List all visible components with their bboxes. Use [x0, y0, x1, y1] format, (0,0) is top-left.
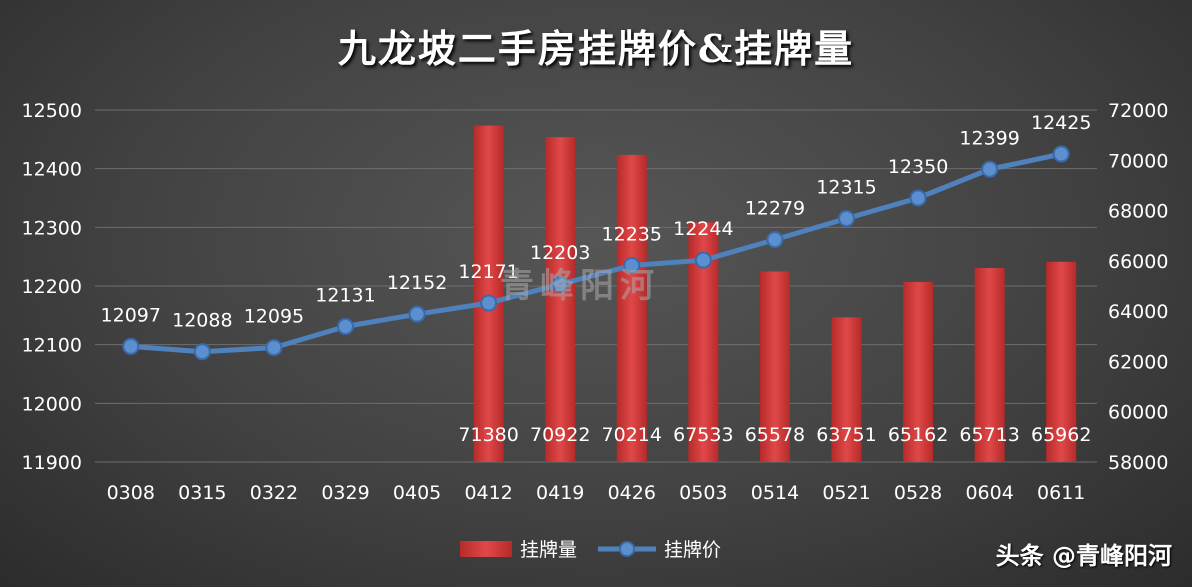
bar-data-label: 67533 — [673, 424, 733, 446]
y-right-tick-label: 64000 — [1108, 301, 1168, 323]
bar-data-label: 63751 — [816, 424, 876, 446]
axis-labels: 11900 12000 12100 12200 12300 12400 12500 58000… — [22, 100, 1169, 504]
line-data-label: 12399 — [959, 127, 1019, 149]
price-line — [130, 151, 1062, 355]
line-data-label: 12235 — [602, 223, 662, 245]
bar-data-label: 65578 — [745, 424, 805, 446]
y-left-tick-label: 12100 — [22, 335, 82, 357]
line-point — [551, 275, 569, 293]
y-right-tick-label: 70000 — [1108, 150, 1168, 172]
line-data-label: 12171 — [458, 261, 518, 283]
line-data-label: 12203 — [530, 242, 590, 264]
bar — [903, 281, 934, 462]
chart-title: 九龙坡二手房挂牌价&挂牌量 — [337, 26, 855, 71]
watermark-text: 青峰阳河 — [500, 266, 660, 306]
x-tick-label: 0412 — [464, 482, 512, 504]
legend-label-volume: 挂牌量 — [520, 539, 577, 561]
line-point — [480, 294, 498, 312]
y-left-tick-label: 12400 — [22, 159, 82, 181]
line-point — [408, 305, 426, 323]
bar — [473, 125, 504, 463]
legend-label-price: 挂牌价 — [664, 539, 721, 561]
bar — [616, 154, 647, 462]
line-data-label: 12350 — [888, 156, 948, 178]
x-tick-label: 0611 — [1037, 482, 1085, 504]
bar — [1046, 261, 1077, 462]
x-tick-label: 0426 — [608, 482, 656, 504]
x-tick-label: 0329 — [321, 482, 369, 504]
x-tick-label: 0503 — [679, 482, 727, 504]
y-left-tick-label: 11900 — [22, 452, 82, 474]
y-left-tick-label: 12000 — [22, 393, 82, 415]
bar — [759, 271, 790, 462]
y-right-tick-label: 66000 — [1108, 251, 1168, 273]
y-right-tick-label: 62000 — [1108, 351, 1168, 373]
line-point — [838, 210, 855, 228]
x-tick-label: 0419 — [536, 482, 584, 504]
x-tick-label: 0604 — [965, 482, 1013, 504]
data-labels: 71380 70922 70214 67533 65578 63751 65162 65713… — [101, 112, 1092, 446]
y-right-tick-label: 68000 — [1108, 201, 1168, 223]
x-tick-label: 0315 — [178, 482, 226, 504]
y-right-tick-label: 72000 — [1108, 100, 1168, 122]
line-data-label: 12095 — [244, 306, 304, 328]
bar — [831, 317, 862, 462]
line-point — [909, 189, 927, 207]
y-left-tick-label: 12200 — [22, 276, 82, 298]
line-point — [122, 337, 140, 355]
line-point — [694, 251, 712, 269]
line-data-label: 12088 — [172, 310, 232, 332]
line-point — [193, 343, 211, 361]
bar-data-label: 71380 — [458, 424, 518, 446]
bar — [974, 268, 1005, 462]
bar-data-label: 70214 — [602, 424, 662, 446]
bar-series-volume — [473, 125, 1077, 463]
y-right-tick-label: 60000 — [1108, 402, 1168, 424]
legend: 挂牌量 挂牌价 — [460, 539, 721, 561]
x-tick-label: 0322 — [250, 482, 298, 504]
line-data-label: 12131 — [315, 284, 375, 306]
line-point — [265, 339, 283, 357]
legend-bar-swatch — [460, 541, 512, 557]
bar — [545, 137, 576, 462]
x-tick-label: 0528 — [894, 482, 942, 504]
gridlines — [95, 109, 1097, 463]
x-tick-label: 0521 — [822, 482, 870, 504]
bar-data-label: 70922 — [530, 424, 590, 446]
y-right-tick-label: 58000 — [1108, 452, 1168, 474]
line-data-label: 12315 — [816, 177, 876, 199]
bar-data-label: 65713 — [959, 424, 1019, 446]
brand-credit: 头条 @青峰阳河 — [995, 542, 1172, 570]
y-left-tick-label: 12500 — [22, 100, 82, 122]
line-series-price — [122, 145, 1070, 361]
legend-line-marker — [619, 541, 635, 557]
line-point — [623, 256, 641, 274]
x-tick-label: 0308 — [107, 482, 155, 504]
line-data-label: 12244 — [673, 218, 733, 240]
bar-data-label: 65162 — [888, 424, 948, 446]
x-tick-label: 0405 — [393, 482, 441, 504]
y-left-tick-label: 12300 — [22, 217, 82, 239]
x-tick-label: 0514 — [751, 482, 799, 504]
line-data-label: 12279 — [745, 198, 805, 220]
line-point — [766, 231, 784, 249]
line-point — [981, 160, 999, 178]
bar-data-label: 65962 — [1031, 424, 1091, 446]
line-data-label: 12097 — [101, 304, 161, 326]
line-data-label: 12425 — [1031, 112, 1091, 134]
line-point — [1052, 145, 1070, 163]
line-point — [337, 317, 354, 335]
line-data-label: 12152 — [387, 272, 447, 294]
